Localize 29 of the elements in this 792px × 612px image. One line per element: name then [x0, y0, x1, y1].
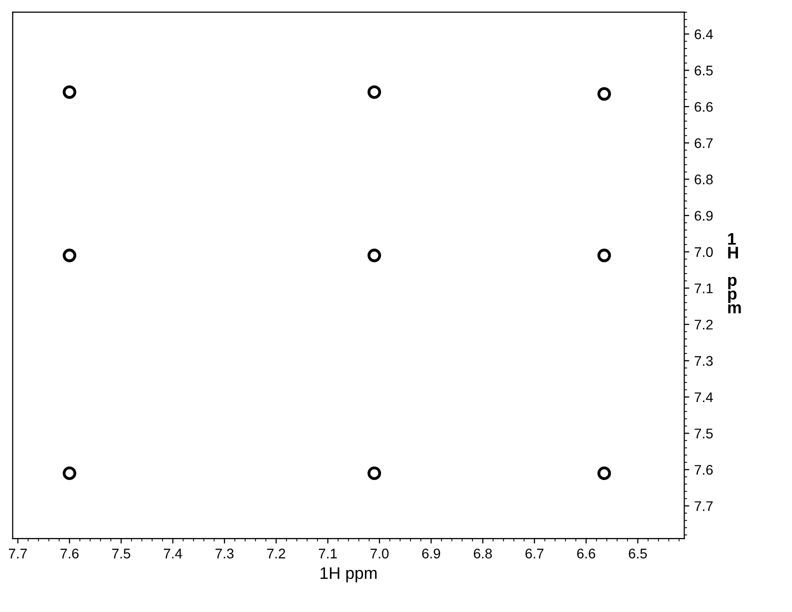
x-tick-label: 7.1: [318, 548, 337, 558]
y-tick-label: 6.6: [694, 102, 713, 112]
x-tick-label: 7.7: [8, 548, 27, 558]
x-tick-label: 7.0: [370, 548, 389, 558]
y-tick-label: 7.7: [694, 501, 713, 511]
y-tick-label: 7.5: [694, 428, 713, 438]
x-tick-label: 7.4: [164, 548, 182, 558]
x-axis-title: 1H ppm: [320, 567, 377, 582]
y-tick-label: 7.3: [694, 356, 713, 366]
x-tick-label: 7.6: [60, 548, 79, 558]
y-tick-label: 6.5: [694, 66, 713, 76]
y-tick-label: 7.0: [694, 247, 713, 257]
y-tick-label: 7.2: [694, 320, 713, 330]
y-tick-label: 6.7: [694, 138, 713, 148]
x-tick-label: 6.5: [628, 548, 647, 558]
x-tick-label: 6.8: [474, 548, 492, 558]
x-tick-label: 7.5: [112, 548, 130, 558]
y-tick-label: 7.6: [694, 464, 713, 475]
y-tick-label: 7.1: [694, 284, 713, 294]
x-tick-label: 6.9: [422, 548, 440, 558]
x-tick-label: 7.3: [216, 548, 234, 558]
y-tick-label: 7.4: [694, 392, 713, 402]
x-tick-label: 7.2: [267, 548, 286, 558]
y-tick-label: 6.9: [694, 210, 713, 221]
y-tick-label: 6.4: [694, 29, 713, 40]
y-tick-label: 6.8: [694, 174, 713, 184]
x-tick-label: 6.7: [526, 548, 544, 558]
y-axis-title: 1H ppm: [728, 233, 741, 314]
x-tick-label: 6.6: [577, 548, 596, 558]
